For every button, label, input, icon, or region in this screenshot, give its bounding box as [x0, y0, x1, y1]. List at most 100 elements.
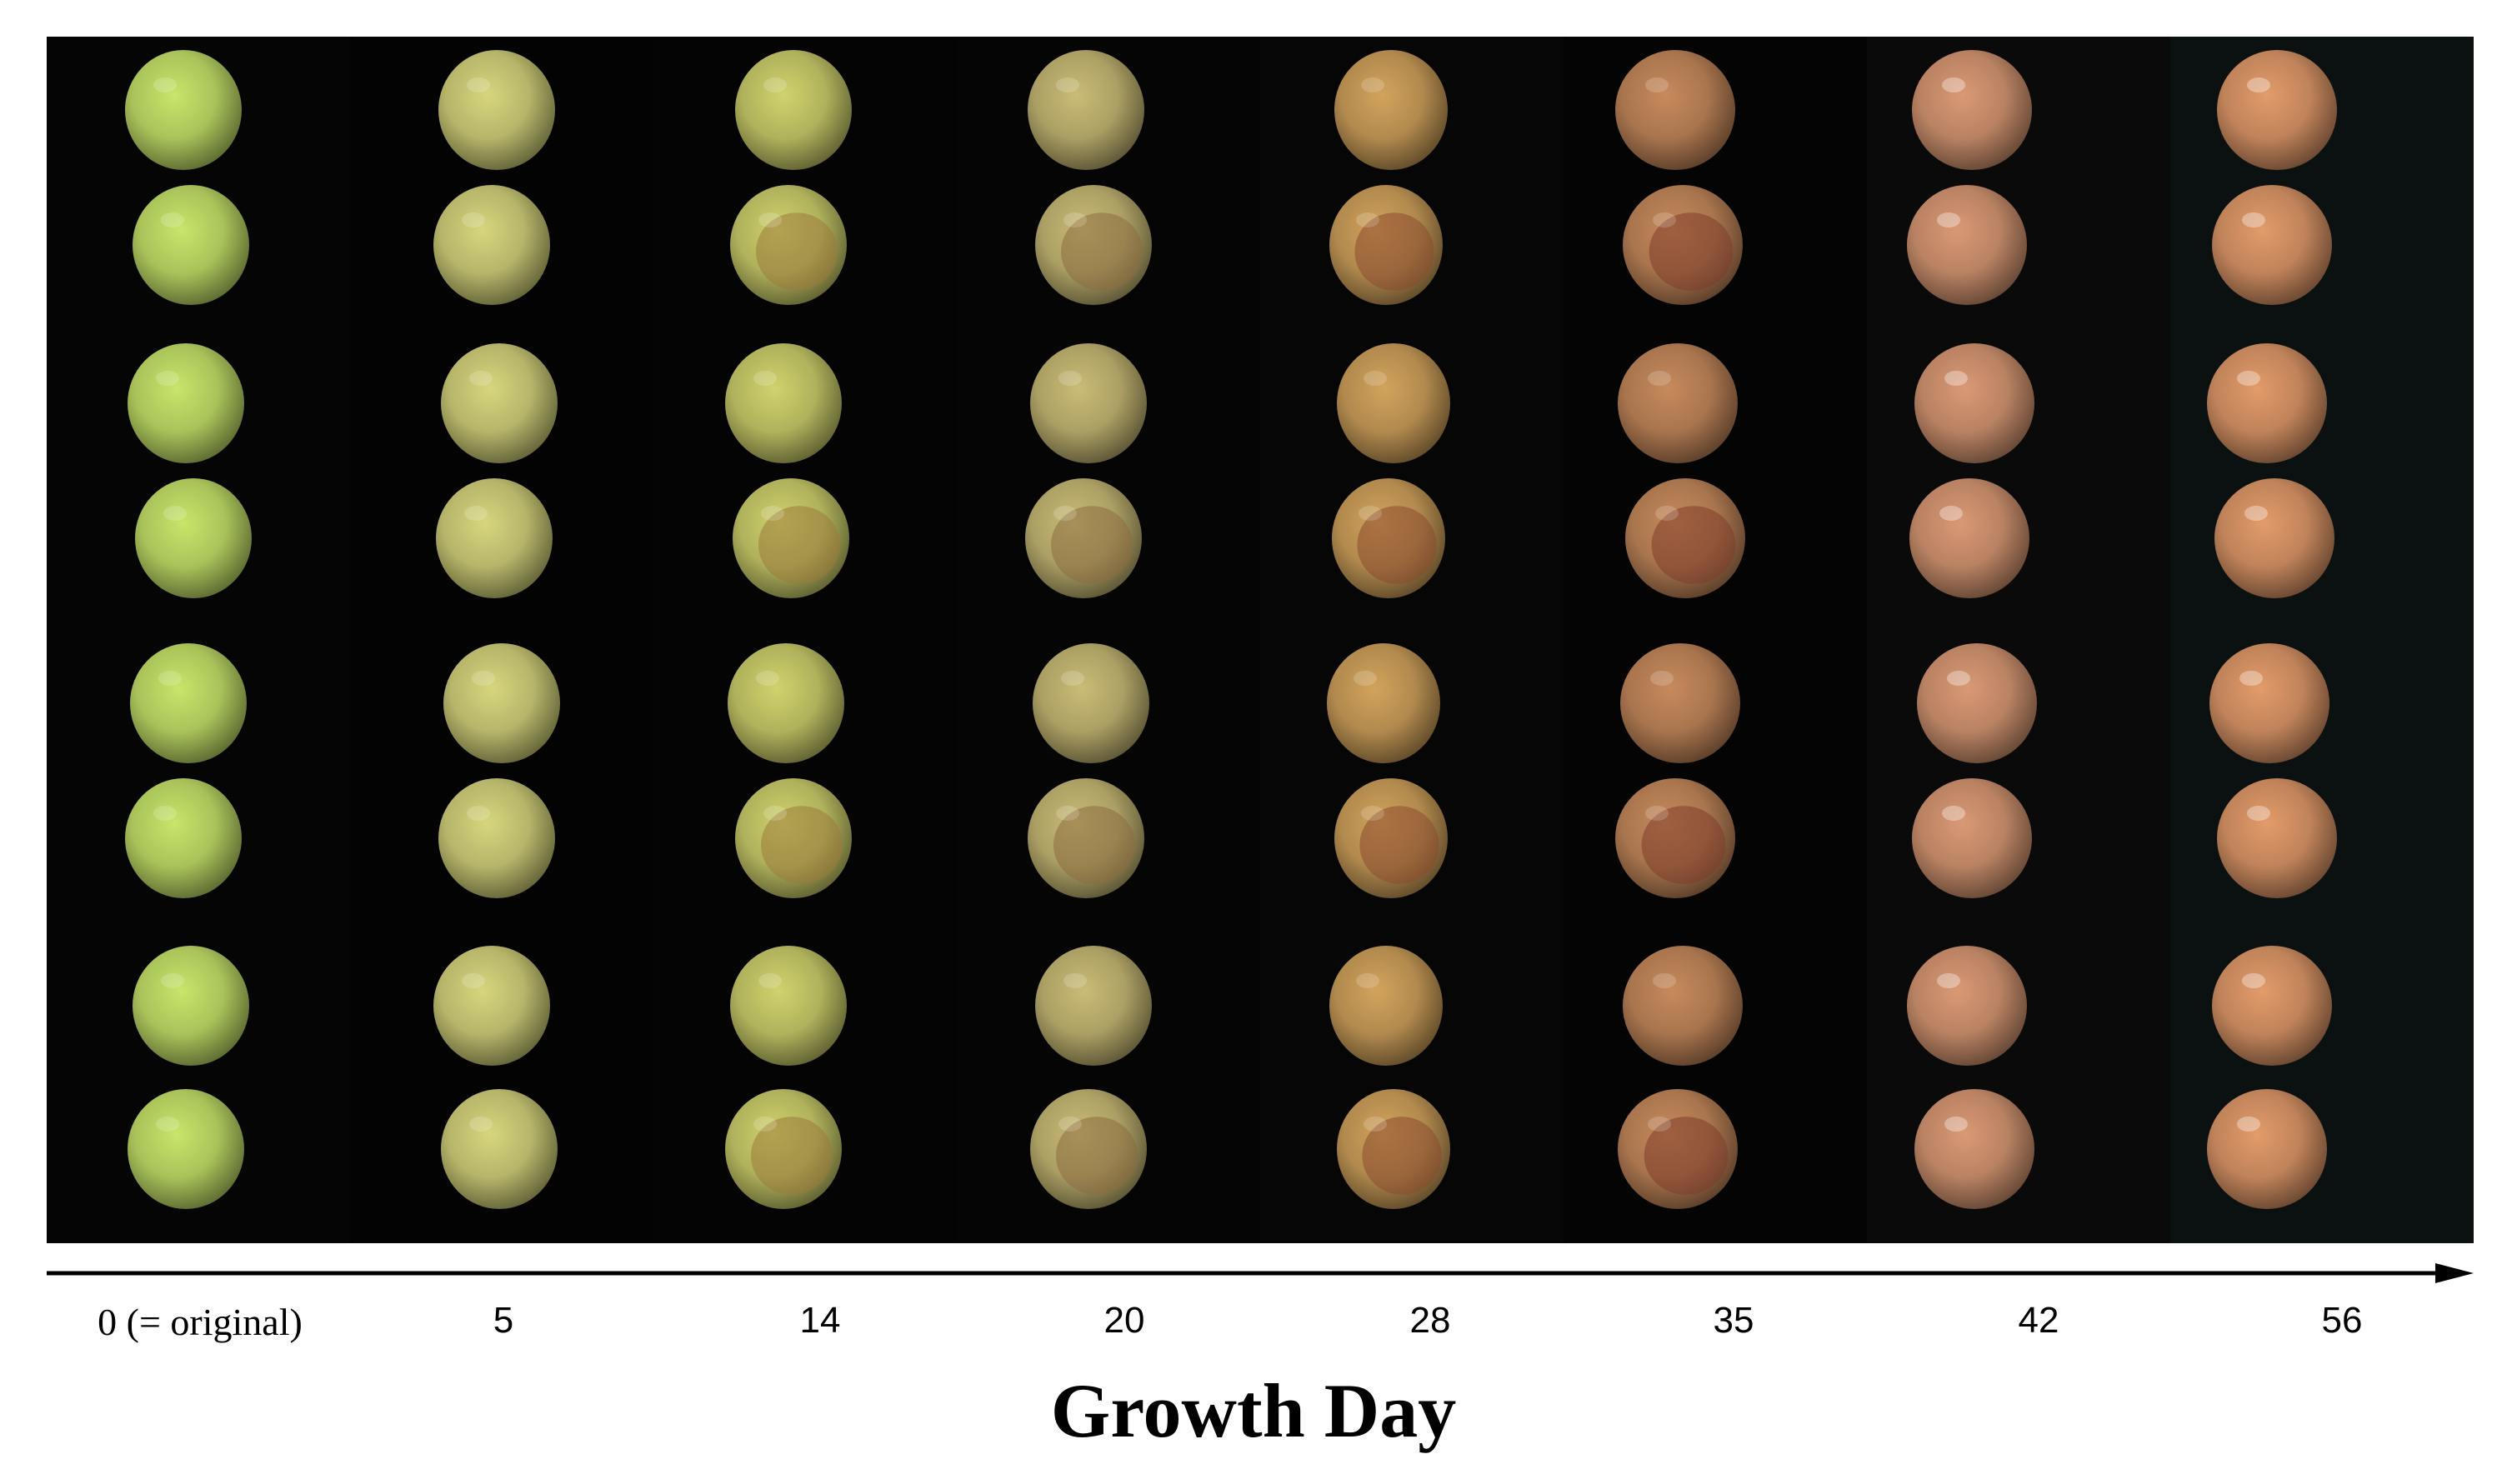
- fruit-highlight: [1361, 806, 1384, 821]
- jujube-fruit-photo: [725, 343, 842, 463]
- jujube-fruit-photo: [1329, 946, 1443, 1066]
- jujube-fruit-photo: [443, 643, 560, 763]
- fruit-highlight: [158, 671, 182, 686]
- fruit-highlight: [153, 77, 177, 92]
- fruit-blotch: [1644, 1117, 1729, 1195]
- fruit-highlight: [1364, 371, 1387, 386]
- fruit-photo-panel: [47, 37, 2474, 1243]
- fruit-highlight: [1354, 671, 1377, 686]
- tick-label-day-28: 28: [1409, 1300, 1451, 1341]
- fruit-highlight: [1942, 77, 1965, 92]
- jujube-fruit-photo: [1618, 343, 1738, 463]
- fruit-blotch: [1359, 806, 1439, 884]
- fruit-highlight: [464, 506, 488, 521]
- fruit-highlight: [1653, 973, 1676, 988]
- jujube-fruit-photo: [133, 946, 249, 1066]
- jujube-fruit-photo: [433, 946, 550, 1066]
- fruit-highlight: [161, 212, 184, 227]
- jujube-fruit-photo: [1334, 50, 1448, 170]
- fruit-highlight: [1053, 506, 1077, 521]
- fruit-highlight: [2237, 1117, 2260, 1132]
- fruit-highlight: [1364, 1117, 1387, 1132]
- jujube-fruit-photo: [1623, 946, 1743, 1066]
- jujube-fruit-photo: [1035, 946, 1152, 1066]
- jujube-fruit-photo: [1917, 643, 2037, 763]
- fruit-highlight: [1361, 77, 1384, 92]
- fruit-highlight: [758, 973, 782, 988]
- fruit-blotch: [1357, 506, 1437, 584]
- fruit-highlight: [1356, 973, 1379, 988]
- jujube-fruit-photo: [1914, 343, 2034, 463]
- fruit-blotch: [751, 1117, 833, 1195]
- jujube-fruit-photo: [2217, 778, 2337, 898]
- tick-label-day-14: 14: [799, 1300, 841, 1341]
- jujube-fruit-photo: [125, 778, 242, 898]
- fruit-highlight: [467, 806, 490, 821]
- fruit-highlight: [1942, 806, 1965, 821]
- fruit-highlight: [462, 973, 485, 988]
- jujube-fruit-photo: [1033, 643, 1149, 763]
- jujube-fruit-photo: [1028, 50, 1144, 170]
- fruit-grid: [47, 37, 2474, 1243]
- jujube-fruit-photo: [2209, 643, 2329, 763]
- fruit-highlight: [1645, 77, 1669, 92]
- fruit-blotch: [1362, 1117, 1442, 1195]
- jujube-fruit-photo: [130, 643, 247, 763]
- arrowhead: [2435, 1263, 2474, 1283]
- fruit-highlight: [1058, 1117, 1082, 1132]
- jujube-fruit-photo: [2212, 946, 2332, 1066]
- fruit-highlight: [2239, 671, 2263, 686]
- fruit-highlight: [753, 1117, 777, 1132]
- jujube-fruit-photo: [125, 50, 242, 170]
- fruit-highlight: [758, 212, 782, 227]
- jujube-fruit-photo: [735, 50, 852, 170]
- jujube-fruit-photo: [441, 343, 558, 463]
- jujube-fruit-photo: [1030, 343, 1147, 463]
- fruit-highlight: [2242, 212, 2265, 227]
- jujube-fruit-photo: [2214, 478, 2334, 598]
- fruit-highlight: [756, 671, 779, 686]
- fruit-highlight: [1947, 671, 1970, 686]
- fruit-highlight: [1061, 671, 1084, 686]
- fruit-highlight: [467, 77, 490, 92]
- fruit-blotch: [761, 806, 843, 884]
- fruit-highlight: [753, 371, 777, 386]
- jujube-fruit-photo: [2217, 50, 2337, 170]
- tick-label-day-56: 56: [2321, 1300, 2363, 1341]
- fruit-blotch: [1053, 806, 1135, 884]
- jujube-fruit-photo: [135, 478, 252, 598]
- jujube-fruit-photo: [128, 1089, 244, 1209]
- fruit-blotch: [1061, 212, 1143, 291]
- jujube-fruit-photo: [1620, 643, 1740, 763]
- axis-title: Growth Day: [1050, 1368, 1457, 1453]
- fruit-highlight: [1356, 212, 1379, 227]
- fruit-blotch: [1651, 506, 1736, 584]
- fruit-highlight: [163, 506, 187, 521]
- jujube-fruit-photo: [1907, 185, 2027, 305]
- jujube-fruit-photo: [1337, 343, 1450, 463]
- fruit-highlight: [1645, 806, 1669, 821]
- fruit-highlight: [1655, 506, 1679, 521]
- fruit-highlight: [2242, 973, 2265, 988]
- fruit-highlight: [1939, 506, 1963, 521]
- jujube-fruit-photo: [728, 643, 844, 763]
- tick-label-day-0: 0 (= original): [98, 1301, 303, 1343]
- jujube-fruit-photo: [1907, 946, 2027, 1066]
- jujube-fruit-photo: [730, 946, 847, 1066]
- jujube-fruit-photo: [2212, 185, 2332, 305]
- growth-day-axis-arrow: [47, 1263, 2474, 1283]
- fruit-blotch: [1649, 212, 1734, 291]
- jujube-fruit-photo: [438, 778, 555, 898]
- jujube-fruit-photo: [1912, 778, 2032, 898]
- fruit-highlight: [472, 671, 495, 686]
- jujube-fruit-photo: [133, 185, 249, 305]
- fruit-highlight: [2244, 506, 2268, 521]
- jujube-fruit-photo: [1327, 643, 1440, 763]
- fruit-highlight: [1944, 371, 1968, 386]
- fruit-blotch: [758, 506, 840, 584]
- fruit-highlight: [1063, 212, 1087, 227]
- fruit-highlight: [1648, 1117, 1671, 1132]
- jujube-fruit-photo: [436, 478, 553, 598]
- fruit-highlight: [1937, 973, 1960, 988]
- fruit-highlight: [462, 212, 485, 227]
